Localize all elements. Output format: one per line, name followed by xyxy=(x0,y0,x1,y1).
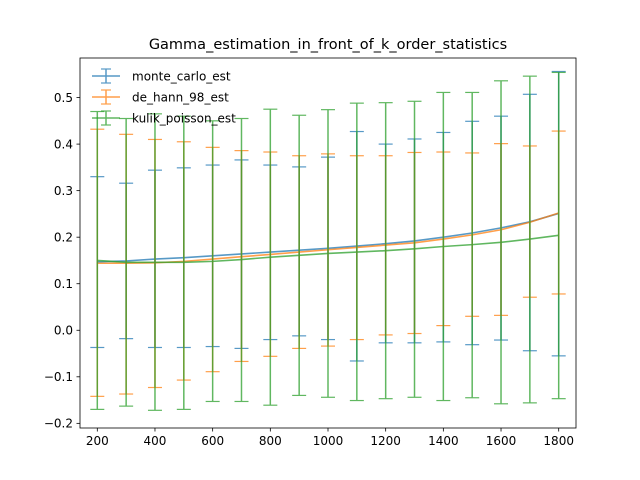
x-tick-label: 1000 xyxy=(313,434,344,448)
series-line xyxy=(97,234,559,264)
legend-handle-monte_carlo_est xyxy=(92,68,120,84)
legend-handle-kulik_poisson_est xyxy=(92,110,120,126)
legend-label: kulik_poisson_est xyxy=(132,111,236,125)
legend: monte_carlo_est de_hann_98_est kulik_poiss… xyxy=(92,68,236,126)
x-tick-label: 400 xyxy=(144,434,167,448)
x-tick-label: 200 xyxy=(86,434,109,448)
legend-label: de_hann_98_est xyxy=(132,90,229,104)
series-kulik_poisson_est xyxy=(90,71,566,411)
y-tick-label: −0.1 xyxy=(44,370,73,384)
x-tick-label: 1200 xyxy=(370,434,401,448)
y-tick-label: 0.4 xyxy=(54,137,73,151)
y-tick-label: 0.0 xyxy=(54,323,73,337)
x-tick-label: 1800 xyxy=(543,434,574,448)
y-tick-label: 0.2 xyxy=(54,230,73,244)
x-tick-label: 800 xyxy=(259,434,282,448)
chart-title: Gamma_estimation_in_front_of_k_order_sta… xyxy=(149,37,507,53)
y-tick-label: 0.1 xyxy=(54,277,73,291)
x-tick-label: 600 xyxy=(201,434,224,448)
legend-label: monte_carlo_est xyxy=(132,69,231,83)
axes: 200 400 600 800 1000 1200 1400 1600 1800 −0.2 −0.1… xyxy=(44,91,574,448)
legend-handle-de_hann_98_est xyxy=(92,89,120,105)
y-tick-label: 0.3 xyxy=(54,184,73,198)
y-tick-label: 0.5 xyxy=(54,91,73,105)
y-tick-label: −0.2 xyxy=(44,417,73,431)
plot-area xyxy=(90,70,566,411)
x-tick-label: 1400 xyxy=(428,434,459,448)
x-tick-label: 1600 xyxy=(486,434,517,448)
